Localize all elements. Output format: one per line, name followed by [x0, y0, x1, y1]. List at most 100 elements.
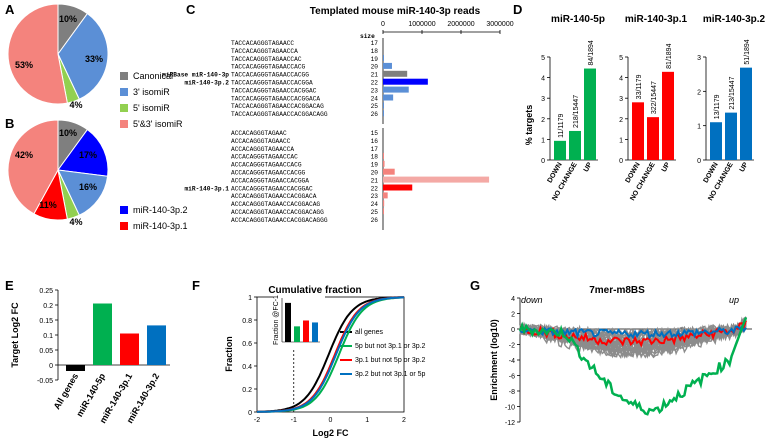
legend-a-item-0: Canonical	[133, 71, 173, 81]
seq-g1-2: TACCACAGGGTAGAACCAC	[231, 56, 302, 63]
panel-letter-a: A	[5, 2, 15, 17]
panel-g-ylabel: Enrichment (log10)	[489, 319, 499, 401]
legend-a-swatch-2	[120, 104, 128, 112]
panel-c-size-header: size	[360, 33, 375, 40]
panel-c-title: Templated mouse miR-140-3p reads	[310, 6, 481, 17]
seq-g1-8: TACCACAGGGTAGAACCACGGACAG	[231, 103, 324, 110]
panel-letter-g: G	[470, 278, 480, 293]
size-g1-1: 18	[371, 48, 379, 55]
panel-g-tick-label-1: -10	[505, 405, 515, 412]
panel-f-legend-3: 3p.2 but not 3p.1 or 5p	[355, 371, 426, 378]
panel-c-tick-label-1: 1000000	[408, 21, 435, 28]
panel-d-chart-2-bar-label-2: 51/1894	[744, 39, 751, 64]
panel-f-inset-bar-3	[312, 322, 318, 342]
bar-g1-8	[383, 102, 384, 109]
legend-b-swatch-0	[120, 206, 128, 214]
panel-e-tick-label-3: 0.1	[43, 333, 53, 340]
size-g1-2: 19	[371, 56, 379, 63]
panel-d-chart-0-bar-2	[584, 68, 596, 160]
panel-d-chart-2-tick-label-0: 0	[697, 158, 701, 165]
panel-d-chart-2-title: miR-140-3p.2	[703, 14, 766, 25]
panel-letter-e: E	[5, 278, 14, 293]
size-g1-9: 26	[371, 111, 379, 118]
panel-d-chart-2-tick-label-3: 3	[697, 55, 701, 62]
seq-g1-1: TACCACAGGGTAGAACCA	[231, 48, 298, 55]
panel-g-tick-label-5: -2	[509, 343, 515, 350]
bar-g1-4	[383, 70, 408, 77]
panel-f-ytick-5: 1	[248, 295, 252, 302]
bar-g1-5	[383, 78, 428, 85]
panel-c-chart: 0 1000000 2000000 3000000 size TACCACAGGGTAGA…	[162, 21, 514, 230]
panel-g-down-label: down	[521, 295, 543, 305]
pie-b-slice-2	[57, 169, 109, 216]
panel-d-chart-1-tick-label-5: 5	[619, 55, 623, 62]
seq-g1-7: TACCACAGGGTAGAACCACGGACA	[231, 95, 320, 102]
panel-d-chart-0-tick-label-0: 0	[541, 158, 545, 165]
pie-a-slice-1	[57, 12, 109, 100]
size-g2-6: 21	[371, 177, 379, 184]
panel-d-chart-0-tick-label-4: 4	[541, 76, 545, 83]
panel-f-inset-ylabel: Fraction @FC-1	[273, 295, 280, 345]
label-g2-7: miR-140-3p.1	[184, 185, 229, 192]
size-g1-0: 17	[371, 40, 379, 47]
legend-a-swatch-0	[120, 72, 128, 80]
seq-g1-6: TACCACAGGGTAGAACCACGGAC	[231, 87, 317, 94]
panel-d-chart-1-bar-1	[647, 117, 659, 160]
legend-b-item-0: miR-140-3p.2	[133, 205, 188, 215]
panel-f-xtick-1: -1	[291, 417, 297, 424]
panel-f-inset-bar-2	[303, 320, 309, 342]
legend-a-swatch-1	[120, 88, 128, 96]
panel-g-tick-label-2: -8	[509, 389, 515, 396]
pie-b-slice-label-3: 4%	[69, 217, 82, 227]
panel-d-chart-0-bar-0	[554, 140, 566, 160]
panel-g-title: 7mer-m8BS	[589, 285, 645, 296]
panel-d-chart-1-bar-2	[662, 71, 674, 160]
legend-a-item-1: 3' isomiR	[133, 87, 170, 97]
pie-a-slice-label-2: 4%	[69, 100, 82, 110]
panel-f-ytick-0: 0	[248, 410, 252, 417]
panel-g-red-curve	[519, 320, 747, 348]
panel-d-chart-2-bar-2	[740, 67, 752, 160]
panel-letter-b: B	[5, 116, 14, 131]
bar-g2-4	[383, 160, 385, 167]
panel-d-chart-2-bar-label-0: 13/1179	[714, 94, 721, 119]
panel-d-charts: % targetsmiR-140-5p01234511/1179DOWN218/…	[524, 14, 766, 202]
panel-f-xlabel: Log2 FC	[313, 428, 349, 438]
panel-f-ytick-1: 0.2	[242, 387, 252, 394]
panel-d-chart-1-bar-label-1: 322/15447	[651, 81, 658, 114]
panel-f-legend-0: all genes	[355, 329, 384, 336]
panel-e-bar-2	[120, 333, 139, 365]
size-g2-8: 23	[371, 193, 379, 200]
size-g2-7: 22	[371, 185, 379, 192]
seq-g1-9: TACCACAGGGTAGAACCACGGACAGG	[231, 111, 328, 118]
panel-d-chart-2-tick-label-2: 2	[697, 89, 701, 96]
panel-e-bar-3	[147, 325, 166, 365]
size-g2-9: 24	[371, 201, 379, 208]
panel-e-bar-0	[66, 365, 85, 371]
size-g2-2: 17	[371, 146, 379, 153]
seq-g2-10: ACCACAGGGTAGAACCACGGACAGG	[231, 209, 324, 216]
panel-letter-c: C	[186, 2, 196, 17]
panel-letter-d: D	[513, 2, 522, 17]
bar-g2-10	[383, 208, 384, 215]
pie-b-slice-label-4: 11%	[39, 200, 57, 210]
pie-b-slice-label-2: 16%	[79, 182, 97, 192]
bar-g1-9	[383, 110, 384, 117]
legend-a-item-3: 5'&3' isomiR	[133, 119, 183, 129]
panel-e-ylabel: Target Log2 FC	[10, 302, 20, 368]
panel-e-cat-0: All genes	[52, 372, 81, 412]
seq-g2-2: ACCACAGGGTAGAACCA	[231, 146, 294, 153]
bar-g1-6	[383, 86, 409, 93]
label-g1-5: miR-140-3p.2	[184, 80, 229, 87]
bar-g2-5	[383, 168, 395, 175]
size-g2-10: 25	[371, 209, 379, 216]
size-g1-7: 24	[371, 95, 379, 102]
panel-letter-f: F	[192, 278, 200, 293]
pie-a-slice-label-1: 33%	[85, 54, 103, 64]
panel-e-tick-label-1: 0	[49, 363, 53, 370]
bar-g2-6	[383, 176, 490, 183]
panel-e-tick-label-5: 0.2	[43, 303, 53, 310]
seq-g2-4: ACCACAGGGTAGAACCACG	[231, 162, 302, 169]
panel-b-legend: miR-140-3p.2 miR-140-3p.1	[120, 205, 188, 231]
